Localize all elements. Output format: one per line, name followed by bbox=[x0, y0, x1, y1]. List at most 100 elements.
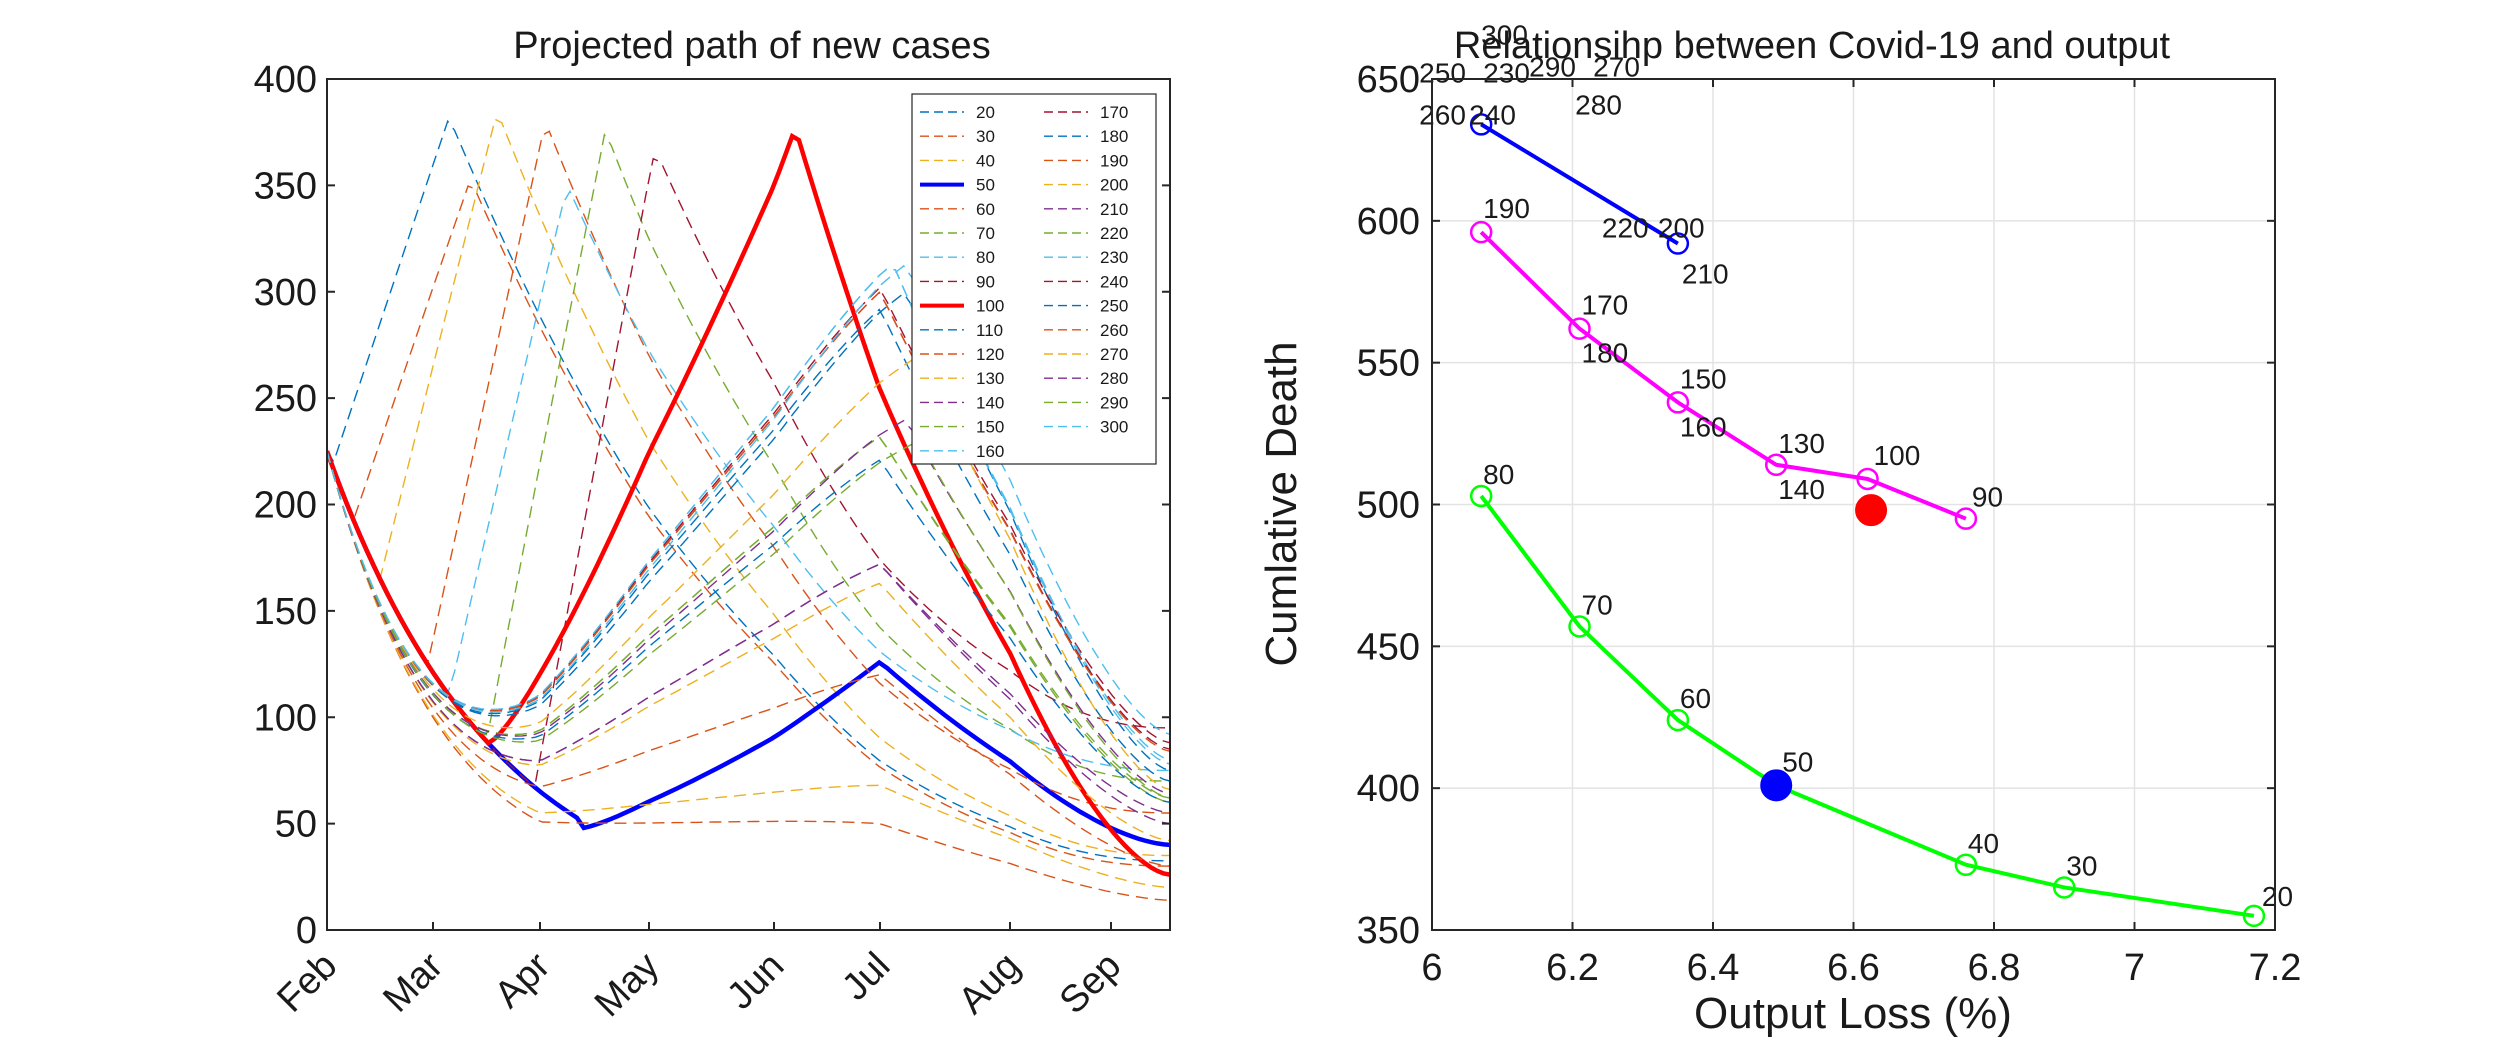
point-label-190: 190 bbox=[1483, 193, 1530, 224]
series-line-190 bbox=[327, 451, 1170, 867]
y-tick-label: 400 bbox=[1357, 768, 1420, 810]
legend-entry-250: 250 bbox=[1100, 297, 1128, 316]
point-label-290: 290 bbox=[1529, 51, 1576, 82]
data-point bbox=[1764, 453, 1788, 477]
series-line-230 bbox=[327, 267, 1170, 761]
legend-entry-180: 180 bbox=[1100, 127, 1128, 146]
legend-entry-260: 260 bbox=[1100, 321, 1128, 340]
series-line-270 bbox=[327, 357, 1170, 791]
data-point bbox=[1469, 220, 1493, 244]
x-tick-label: 7 bbox=[2124, 947, 2145, 989]
x-tick-label: Jul bbox=[834, 945, 898, 1009]
legend-entry-50: 50 bbox=[976, 176, 995, 195]
highlight-point-50 bbox=[1760, 769, 1793, 802]
data-point bbox=[1666, 391, 1690, 414]
cases-chart: Projected path of new cases 0 50 100 150 200… bbox=[254, 25, 1171, 1025]
series-line-40 bbox=[327, 118, 1170, 857]
y-tick-label: 400 bbox=[254, 59, 317, 101]
point-label-270: 270 bbox=[1593, 51, 1640, 82]
point-label-300: 300 bbox=[1481, 19, 1528, 50]
data-point bbox=[1666, 708, 1690, 732]
series-line-50 bbox=[327, 450, 1170, 848]
death-output-y-ticks: 350 400 450 500 550 600 650 bbox=[1357, 59, 2275, 952]
x-tick-label: 7.2 bbox=[2249, 947, 2302, 989]
y-tick-label: 650 bbox=[1357, 59, 1420, 101]
legend-entry-60: 60 bbox=[976, 200, 995, 219]
y-axis-label: Cumlative Death bbox=[1257, 341, 1306, 666]
legend-entry-110: 110 bbox=[976, 321, 1003, 340]
series-line-2 bbox=[1480, 122, 1679, 246]
series-line-290 bbox=[327, 442, 1170, 799]
legend-entry-190: 190 bbox=[1100, 151, 1128, 170]
legend-entry-80: 80 bbox=[976, 248, 995, 267]
x-tick-label: 6.4 bbox=[1687, 947, 1740, 989]
legend-entry-300: 300 bbox=[1100, 418, 1128, 437]
cases-plot-area bbox=[327, 118, 1170, 901]
point-label-50: 50 bbox=[1782, 746, 1813, 777]
point-label-170: 170 bbox=[1582, 290, 1629, 321]
legend-entry-90: 90 bbox=[976, 272, 995, 291]
data-point bbox=[1469, 484, 1493, 508]
series-line-130 bbox=[327, 451, 1170, 889]
legend-entry-220: 220 bbox=[1100, 224, 1128, 243]
point-label-140: 140 bbox=[1778, 474, 1825, 505]
legend-entry-290: 290 bbox=[1100, 393, 1128, 412]
legend-entry-240: 240 bbox=[1100, 272, 1128, 291]
data-point bbox=[1856, 467, 1879, 491]
data-point bbox=[2242, 904, 2266, 928]
y-tick-label: 0 bbox=[296, 910, 317, 952]
cases-legend: 20 30 40 50 60 70 80 90 100 110 120 130 140 150 160 170… bbox=[911, 93, 1157, 465]
data-point bbox=[1568, 615, 1591, 638]
legend-entry-140: 140 bbox=[976, 393, 1004, 412]
series-line-210 bbox=[327, 451, 1170, 814]
point-label-220: 220 bbox=[1602, 213, 1649, 244]
death-output-plot-area: 20 30 40 50 60 70 80 90 100 130 140 150 160 170 180 190… bbox=[1419, 19, 2293, 928]
y-tick-label: 500 bbox=[1357, 485, 1420, 527]
point-label-160: 160 bbox=[1680, 411, 1727, 442]
series-line-280 bbox=[327, 419, 1170, 795]
point-label-80: 80 bbox=[1483, 459, 1514, 490]
death-output-grid bbox=[1431, 78, 2276, 931]
point-label-30: 30 bbox=[2066, 850, 2097, 881]
series-line-120 bbox=[327, 451, 1170, 901]
point-label-100: 100 bbox=[1874, 440, 1921, 471]
point-label-130: 130 bbox=[1778, 428, 1825, 459]
legend-entry-210: 210 bbox=[1100, 200, 1128, 219]
y-tick-label: 150 bbox=[254, 591, 317, 633]
y-tick-label: 250 bbox=[254, 378, 317, 420]
x-tick-label: Jun bbox=[719, 945, 792, 1018]
point-label-260: 260 bbox=[1419, 99, 1466, 130]
point-label-250: 250 bbox=[1419, 57, 1466, 88]
legend-entry-120: 120 bbox=[976, 345, 1004, 364]
legend-entry-200: 200 bbox=[1100, 176, 1128, 195]
legend-entry-40: 40 bbox=[976, 151, 995, 170]
y-tick-label: 100 bbox=[254, 697, 317, 739]
point-label-210: 210 bbox=[1682, 259, 1729, 290]
legend-entry-130: 130 bbox=[976, 369, 1004, 388]
series-line-250 bbox=[327, 308, 1170, 782]
death-output-chart: Relationsihp between Covid-19 and output… bbox=[1257, 19, 2301, 1038]
data-point bbox=[1469, 113, 1493, 136]
legend-entry-170: 170 bbox=[1100, 103, 1128, 122]
x-axis-label: Output Loss (%) bbox=[1694, 989, 2012, 1038]
x-tick-label: 6.2 bbox=[1546, 947, 1599, 989]
series-line-20 bbox=[327, 119, 1170, 862]
legend-entry-30: 30 bbox=[976, 127, 995, 146]
x-tick-label: Feb bbox=[269, 945, 345, 1021]
legend-entry-70: 70 bbox=[976, 224, 995, 243]
cases-chart-title: Projected path of new cases bbox=[513, 25, 990, 67]
series-line-1 bbox=[1479, 230, 1967, 521]
legend-entry-280: 280 bbox=[1100, 369, 1128, 388]
x-tick-label: May bbox=[587, 945, 667, 1025]
data-point bbox=[1568, 317, 1591, 340]
point-label-230: 230 bbox=[1483, 57, 1530, 88]
y-tick-label: 450 bbox=[1357, 626, 1420, 668]
point-label-200: 200 bbox=[1658, 213, 1705, 244]
legend-entry-160: 160 bbox=[976, 442, 1004, 461]
series-line-80 bbox=[327, 189, 1170, 772]
death-output-chart-title: Relationsihp between Covid-19 and output bbox=[1454, 25, 2171, 67]
x-tick-label: Mar bbox=[375, 944, 451, 1020]
series-line-300 bbox=[327, 264, 1170, 735]
point-label-40: 40 bbox=[1968, 828, 1999, 859]
